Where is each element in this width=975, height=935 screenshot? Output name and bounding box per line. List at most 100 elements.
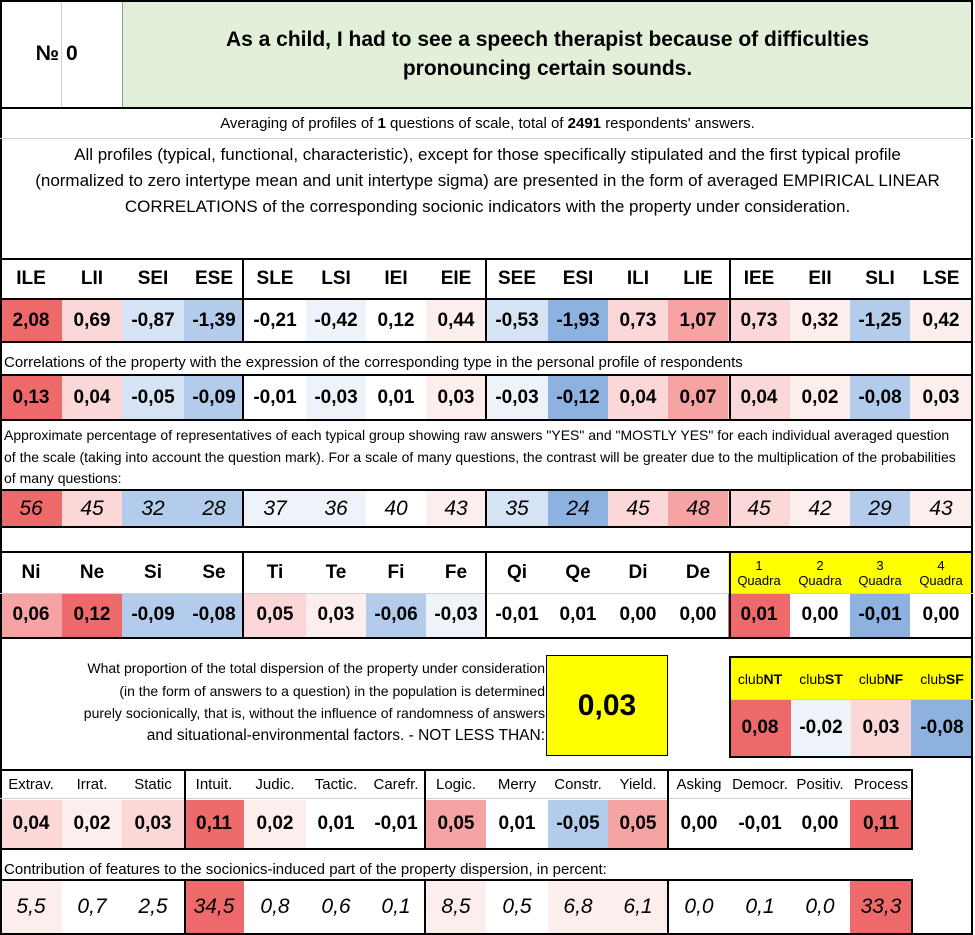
type-correlation-ile: 0,13 (0, 376, 62, 419)
feature-header-constr: Constr. (554, 776, 602, 793)
grid-vline (667, 769, 669, 848)
type-profile-sli: -1,25 (850, 300, 910, 341)
grid-hline (729, 756, 973, 758)
type-percent-eie: 43 (426, 491, 486, 526)
type-header-lii: LII (80, 268, 104, 289)
type-percent-sli: 29 (850, 491, 910, 526)
feature-value-process: 0,11 (850, 800, 912, 848)
grid-vline (184, 769, 186, 848)
question-number-label: № (0, 0, 62, 108)
club-value-nf: 0,03 (851, 700, 911, 756)
feature-value-asking: 0,00 (668, 800, 730, 848)
type-header-lie: LIE (683, 268, 713, 289)
feature-contribution-carefr: 0,1 (366, 881, 426, 933)
function-value-ti: 0,05 (244, 593, 306, 637)
type-percent-esi: 24 (548, 491, 608, 526)
type-percent-iei: 40 (366, 491, 426, 526)
quadra-header-2: 2 Quadra (790, 553, 850, 593)
club-value-st: -0,02 (791, 700, 851, 756)
type-profile-lse: 0,42 (910, 300, 972, 341)
function-value-ni: 0,06 (0, 593, 62, 637)
quadra-value-1: 0,01 (728, 593, 790, 637)
type-percent-lie: 48 (668, 491, 728, 526)
grid-hline (0, 107, 973, 109)
dispersion-explanation: What proportion of the total dispersion … (60, 657, 545, 759)
function-header-qe: Qe (565, 562, 591, 583)
grid-vline (485, 489, 487, 526)
grid-hline (0, 933, 973, 935)
percent-note: Approximate percentage of representative… (4, 427, 956, 486)
feature-value-judic: 0,02 (244, 800, 306, 848)
grid-vline (729, 374, 731, 419)
type-header-eii: EII (808, 268, 832, 289)
type-profile-iee: 0,73 (728, 300, 790, 341)
grid-vline (971, 0, 973, 935)
feature-header-merry: Merry (497, 776, 537, 793)
type-percent-ile: 56 (0, 491, 62, 526)
grid-vline (729, 551, 731, 637)
type-correlation-sli: -0,08 (850, 376, 910, 419)
grid-vline (424, 769, 426, 848)
grid-vline (729, 489, 731, 526)
function-header-si: Si (144, 562, 162, 583)
type-percent-sei: 32 (122, 491, 184, 526)
type-header-sli: SLI (865, 268, 895, 289)
respondents-count: 2491 (567, 115, 602, 132)
quadra-word: Quadra (858, 573, 902, 588)
type-percent-lsi: 36 (306, 491, 366, 526)
type-header-row: ILE LII SEI ESE SLE LSI IEI EIE SEE ESI ILI LIE IEE E… (0, 260, 972, 298)
grid-vline (242, 258, 244, 341)
quadra-word: Quadra (798, 573, 842, 588)
type-percent-eii: 42 (790, 491, 850, 526)
feature-contribution-merry: 0,5 (486, 881, 548, 933)
function-value-ne: 0,12 (62, 593, 122, 637)
type-profile-sei: -0,87 (122, 300, 184, 341)
grid-vline (911, 879, 913, 933)
type-correlation-iei: 0,01 (366, 376, 426, 419)
grid-vline (242, 374, 244, 419)
averaging-prefix: Averaging of profiles of (220, 115, 374, 132)
quadra-word: Quadra (737, 573, 781, 588)
dispersion-line-4: and situational-environmental factors. -… (146, 726, 545, 744)
type-correlation-lsi: -0,03 (306, 376, 366, 419)
quadra-number: 4 (937, 558, 945, 573)
type-header-iei: IEI (384, 268, 408, 289)
quadra-value-3: -0,01 (850, 593, 910, 637)
type-percent-sle: 37 (244, 491, 306, 526)
function-header-di: Di (628, 562, 648, 583)
type-header-lse: LSE (922, 268, 960, 289)
correlation-note: Correlations of the property with the ex… (4, 354, 743, 371)
feature-header-carefr: Carefr. (373, 776, 419, 793)
type-header-lsi: LSI (321, 268, 351, 289)
function-value-te: 0,03 (306, 593, 366, 637)
feature-contribution-judic: 0,8 (244, 881, 306, 933)
type-correlation-lie: 0,07 (668, 376, 728, 419)
function-header-ti: Ti (266, 562, 284, 583)
type-profile-iei: 0,12 (366, 300, 426, 341)
function-header-ni: Ni (21, 562, 41, 583)
grid-vline (0, 0, 2, 935)
quadra-header-1: 1 Quadra (728, 553, 790, 593)
quadra-header-4: 4 Quadra (910, 553, 972, 593)
club-name: NT (763, 670, 783, 687)
feature-contribution-asking: 0,0 (668, 881, 730, 933)
function-header-te: Te (325, 562, 347, 583)
club-name: ST (824, 670, 843, 687)
averaging-info: Averaging of profiles of 1 questions of … (0, 110, 975, 138)
type-profile-ili: 0,73 (608, 300, 668, 341)
type-correlation-sle: -0,01 (244, 376, 306, 419)
type-correlation-lse: 0,03 (910, 376, 972, 419)
type-percent-see: 35 (486, 491, 548, 526)
type-correlation-row: 0,13 0,04 -0,05 -0,09 -0,01 -0,03 0,01 0,03 -0,0… (0, 376, 972, 419)
type-percent-iee: 45 (728, 491, 790, 526)
grid-vline (242, 489, 244, 526)
dispersion-value: 0,03 (546, 655, 668, 756)
function-header-ne: Ne (79, 562, 105, 583)
grid-hline (0, 419, 973, 421)
type-percent-ese: 28 (184, 491, 244, 526)
quadra-value-4: 0,00 (910, 593, 972, 637)
type-profile-ese: -1,39 (184, 300, 244, 341)
feature-header-yield: Yield. (619, 776, 657, 793)
feature-value-democr: -0,01 (730, 800, 790, 848)
